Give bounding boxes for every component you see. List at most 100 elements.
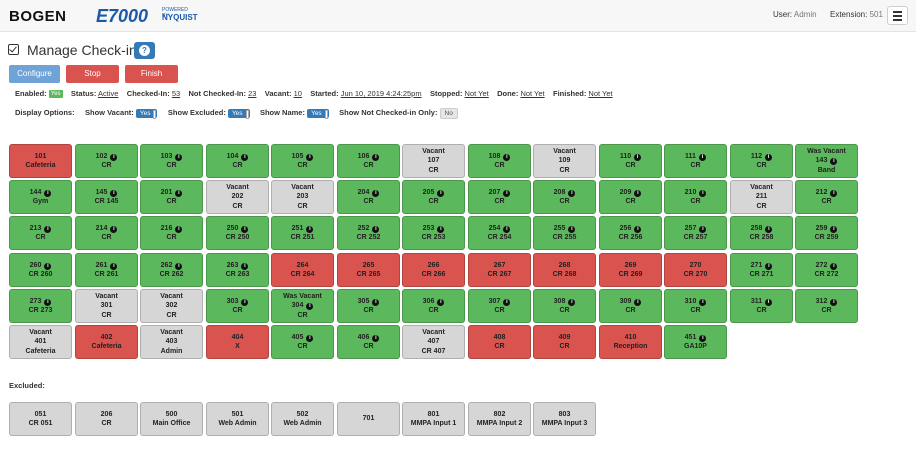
info-icon[interactable]: i — [372, 334, 380, 342]
room-tile[interactable]: 262 i CR 262 — [140, 253, 203, 287]
info-icon[interactable]: i — [437, 225, 445, 233]
room-tile[interactable]: 102 i CR — [75, 144, 138, 178]
info-icon[interactable]: i — [699, 298, 707, 306]
finished-value[interactable]: Not Yet — [588, 89, 613, 98]
configure-button[interactable]: Configure — [9, 65, 60, 83]
room-tile[interactable]: Was Vacant 304 i CR — [271, 289, 334, 323]
show-excluded-toggle[interactable]: Yes — [227, 109, 250, 119]
room-tile[interactable]: 210 i CR — [664, 180, 727, 214]
not-checked-in-value[interactable]: 23 — [248, 89, 257, 98]
info-icon[interactable]: i — [503, 153, 511, 161]
info-icon[interactable]: i — [44, 225, 52, 233]
info-icon[interactable]: i — [634, 298, 642, 306]
room-tile[interactable]: 310 i CR — [664, 289, 727, 323]
info-icon[interactable]: i — [437, 189, 445, 197]
info-icon[interactable]: i — [568, 189, 576, 197]
info-icon[interactable]: i — [634, 225, 642, 233]
room-tile[interactable]: 251 i CR 251 — [271, 216, 334, 250]
info-icon[interactable]: i — [175, 262, 183, 270]
help-button[interactable]: ? — [134, 42, 155, 59]
room-tile[interactable]: 216 i CR — [140, 216, 203, 250]
room-tile[interactable]: 266 CR 266 — [402, 253, 465, 287]
checked-in-value[interactable]: 53 — [171, 89, 181, 98]
room-tile[interactable]: 212 i CR — [795, 180, 858, 214]
info-icon[interactable]: i — [830, 225, 838, 233]
info-icon[interactable]: i — [372, 153, 380, 161]
room-tile[interactable]: 250 i CR 250 — [206, 216, 269, 250]
room-tile[interactable]: 103 i CR — [140, 144, 203, 178]
info-icon[interactable]: i — [765, 153, 773, 161]
room-tile[interactable]: 402 Cafeteria — [75, 325, 138, 359]
info-icon[interactable]: i — [241, 225, 249, 233]
room-tile[interactable]: 312 i CR — [795, 289, 858, 323]
info-icon[interactable]: i — [372, 225, 380, 233]
info-icon[interactable]: i — [44, 262, 52, 270]
info-icon[interactable]: i — [503, 225, 511, 233]
excluded-room-tile[interactable]: 802 MMPA Input 2 — [468, 402, 531, 436]
excluded-room-tile[interactable]: 801 MMPA Input 1 — [402, 402, 465, 436]
info-icon[interactable]: i — [699, 189, 707, 197]
status-value[interactable]: Active — [98, 89, 119, 98]
excluded-room-tile[interactable]: 701 — [337, 402, 400, 436]
room-tile[interactable]: 265 CR 265 — [337, 253, 400, 287]
info-icon[interactable]: i — [830, 298, 838, 306]
room-tile[interactable]: 255 i CR 255 — [533, 216, 596, 250]
info-icon[interactable]: i — [44, 189, 52, 197]
room-tile[interactable]: 264 CR 264 — [271, 253, 334, 287]
room-tile[interactable]: 105 i CR — [271, 144, 334, 178]
room-tile[interactable]: 410 Reception — [599, 325, 662, 359]
room-tile[interactable]: 108 i CR — [468, 144, 531, 178]
room-tile[interactable]: 303 i CR — [206, 289, 269, 323]
show-name-toggle[interactable]: Yes — [307, 109, 329, 119]
room-tile[interactable]: 273 i CR 273 — [9, 289, 72, 323]
room-tile[interactable]: 213 i CR — [9, 216, 72, 250]
excluded-room-tile[interactable]: 803 MMPA Input 3 — [533, 402, 596, 436]
show-vacant-toggle[interactable]: Yes — [135, 109, 158, 119]
info-icon[interactable]: i — [110, 189, 118, 197]
info-icon[interactable]: i — [175, 153, 183, 161]
room-tile[interactable]: 259 i CR 259 — [795, 216, 858, 250]
room-tile[interactable]: 208 i CR — [533, 180, 596, 214]
room-tile[interactable]: Vacant 407 CR 407 — [402, 325, 465, 359]
room-tile[interactable]: 268 CR 268 — [533, 253, 596, 287]
room-tile[interactable]: 101 Cafeteria — [9, 144, 72, 178]
room-tile[interactable]: 204 i CR — [337, 180, 400, 214]
info-icon[interactable]: i — [699, 334, 707, 342]
info-icon[interactable]: i — [698, 153, 706, 161]
info-icon[interactable]: i — [830, 158, 838, 166]
room-tile[interactable]: Vacant 301 CR — [75, 289, 138, 323]
room-tile[interactable]: 257 i CR 257 — [664, 216, 727, 250]
room-tile[interactable]: 214 i CR — [75, 216, 138, 250]
room-tile[interactable]: 256 i CR 256 — [599, 216, 662, 250]
info-icon[interactable]: i — [830, 262, 838, 270]
excluded-room-tile[interactable]: 501 Web Admin — [206, 402, 269, 436]
room-tile[interactable]: 451 i GA10P — [664, 325, 727, 359]
info-icon[interactable]: i — [306, 153, 314, 161]
stopped-value[interactable]: Not Yet — [464, 89, 489, 98]
room-tile[interactable]: 261 i CR 261 — [75, 253, 138, 287]
info-icon[interactable]: i — [372, 189, 380, 197]
stop-button[interactable]: Stop — [66, 65, 119, 83]
room-tile[interactable]: 408 CR — [468, 325, 531, 359]
info-icon[interactable]: i — [437, 298, 445, 306]
room-tile[interactable]: 271 i CR 271 — [730, 253, 793, 287]
room-tile[interactable]: 209 i CR — [599, 180, 662, 214]
room-tile[interactable]: Vacant 401 Cafeteria — [9, 325, 72, 359]
excluded-room-tile[interactable]: 051 CR 051 — [9, 402, 72, 436]
room-tile[interactable]: Vacant 403 Admin — [140, 325, 203, 359]
done-value[interactable]: Not Yet — [520, 89, 545, 98]
room-tile[interactable]: 253 i CR 253 — [402, 216, 465, 250]
info-icon[interactable]: i — [503, 189, 511, 197]
info-icon[interactable]: i — [699, 225, 707, 233]
info-icon[interactable]: i — [830, 189, 838, 197]
info-icon[interactable]: i — [765, 225, 773, 233]
info-icon[interactable]: i — [110, 153, 118, 161]
vacant-value[interactable]: 10 — [293, 89, 302, 98]
room-tile[interactable]: Vacant 203 CR — [271, 180, 334, 214]
room-tile[interactable]: 404 X — [206, 325, 269, 359]
room-tile[interactable]: Was Vacant 143 i Band — [795, 144, 858, 178]
excluded-room-tile[interactable]: 502 Web Admin — [271, 402, 334, 436]
room-tile[interactable]: 144 i Gym — [9, 180, 72, 214]
room-tile[interactable]: Vacant 107 CR — [402, 144, 465, 178]
room-tile[interactable]: Vacant 109 CR — [533, 144, 596, 178]
